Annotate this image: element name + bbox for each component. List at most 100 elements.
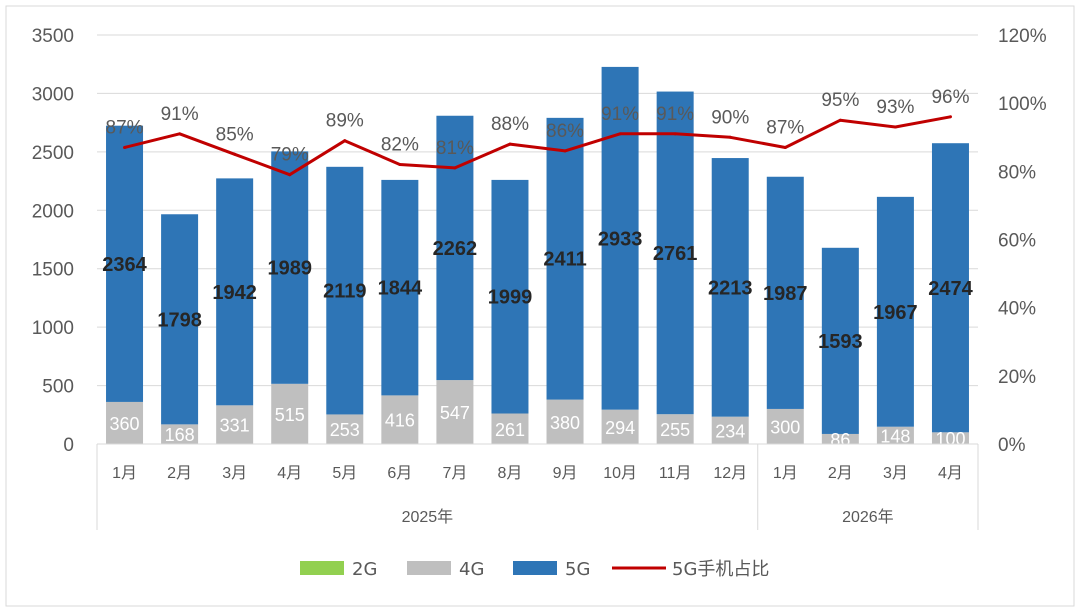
bar-label-5g: 1989 — [267, 258, 312, 280]
bar-label-5g: 2119 — [323, 281, 366, 303]
bar-label-4g: 331 — [220, 416, 250, 436]
share-line-point — [508, 142, 512, 146]
bar-label-5g: 1999 — [488, 287, 533, 309]
bar-label-4g: 168 — [165, 425, 195, 445]
y-right-tick-label: 100% — [998, 94, 1047, 115]
bar-5g — [326, 166, 364, 415]
share-label: 95% — [821, 90, 859, 111]
y-left-tick-label: 2500 — [32, 143, 74, 164]
share-label: 85% — [216, 124, 254, 145]
x-tick-label: 10月 — [603, 465, 637, 482]
x-tick-label: 7月 — [442, 465, 467, 482]
bar-label-4g: 547 — [440, 403, 470, 423]
bar-label-5g: 2474 — [928, 278, 973, 300]
bar-5g — [436, 115, 474, 381]
share-label: 96% — [931, 87, 969, 108]
y-right-tick-label: 80% — [998, 162, 1036, 183]
bar-label-5g: 1844 — [378, 278, 423, 300]
bar-label-4g: 100 — [935, 429, 965, 449]
share-line-point — [893, 125, 897, 129]
bar-4g — [161, 424, 199, 444]
bar-5g — [161, 214, 199, 425]
bar-4g — [106, 401, 144, 444]
y-left-tick-label: 1500 — [32, 260, 74, 281]
legend-swatch — [513, 561, 557, 575]
share-line-point — [123, 145, 127, 149]
bar-label-5g: 1967 — [873, 302, 918, 324]
share-line-point — [618, 132, 622, 136]
share-line-path — [124, 115, 951, 177]
bar-label-5g: 1987 — [763, 283, 808, 305]
y-left-tick-label: 3000 — [32, 84, 74, 105]
bar-5g — [216, 178, 254, 406]
legend-swatch — [300, 561, 344, 575]
bar-4g — [381, 395, 419, 444]
y-right-tick-label: 0% — [998, 435, 1026, 456]
share-label: 87% — [766, 117, 804, 138]
x-tick-label: 3月 — [222, 465, 247, 482]
x-tick-label: 4月 — [938, 465, 963, 482]
legend-label: 5G手机占比 — [672, 559, 769, 580]
x-tick-label: 1月 — [773, 465, 798, 482]
y-left-tick-label: 500 — [42, 377, 74, 398]
x-tick-label: 1月 — [112, 465, 137, 482]
bar-5g — [656, 91, 694, 415]
share-label: 91% — [601, 104, 639, 125]
share-label: 87% — [106, 117, 144, 138]
x-tick-label: 2月 — [167, 465, 192, 482]
bar-5g — [931, 143, 969, 433]
share-line-point — [838, 118, 842, 122]
bar-label-5g: 2933 — [598, 228, 643, 250]
bar-4g — [326, 414, 364, 444]
x-tick-label: 6月 — [387, 465, 412, 482]
bar-label-5g: 2213 — [708, 277, 753, 299]
bar-4g — [876, 426, 914, 444]
bar-label-4g: 261 — [495, 420, 525, 440]
bar-4g — [436, 380, 474, 444]
x-tick-label: 3月 — [883, 465, 908, 482]
share-label: 82% — [381, 135, 419, 156]
bar-5g — [381, 179, 419, 396]
share-line-point — [673, 132, 677, 136]
bar-label-4g: 255 — [660, 420, 690, 440]
share-line-point — [343, 139, 347, 143]
bar-label-5g: 1942 — [212, 282, 257, 304]
y-left-tick-label: 1000 — [32, 318, 74, 339]
share-line-point — [288, 173, 292, 177]
bars — [106, 66, 969, 444]
x-tick-label: 5月 — [332, 465, 357, 482]
share-line-point — [233, 152, 237, 156]
share-line-point — [453, 166, 457, 170]
bar-label-5g: 2411 — [543, 249, 586, 271]
bar-5g — [106, 125, 144, 402]
bar-5g — [491, 179, 529, 414]
y-right-tick-label: 20% — [998, 367, 1036, 388]
share-label: 79% — [271, 145, 309, 166]
share-line-point — [948, 115, 952, 119]
bar-4g — [931, 432, 969, 444]
share-line-point — [563, 149, 567, 153]
bar-4g — [711, 416, 749, 444]
bar-4g — [766, 408, 804, 444]
x-group-label: 2025年 — [402, 508, 454, 526]
bar-label-4g: 86 — [830, 430, 850, 450]
bar-5g — [821, 247, 859, 434]
y-right-tick-label: 40% — [998, 299, 1036, 320]
x-group-label: 2026年 — [842, 508, 894, 526]
axes: 0 500 1000 1500 2000 2500 3000 3500 0% 20% 40% 60% 8… — [32, 26, 1047, 530]
bar-label-4g: 294 — [605, 418, 635, 438]
bar-label-4g: 253 — [330, 420, 360, 440]
bar-label-4g: 380 — [550, 413, 580, 433]
bar-label-5g: 1798 — [157, 309, 202, 331]
share-line-point — [398, 163, 402, 167]
share-line-point — [178, 132, 182, 136]
bar-label-4g: 234 — [715, 421, 745, 441]
share-label: 93% — [876, 97, 914, 118]
data-labels: 360 2364 87% 168 1798 91% 331 1942 85% 515 1989 79%… — [102, 87, 973, 450]
bar-5g — [876, 196, 914, 427]
bar-4g — [271, 383, 309, 444]
bar-4g — [601, 409, 639, 444]
bar-label-4g: 148 — [880, 426, 910, 446]
share-label: 91% — [656, 104, 694, 125]
legend-label: 2G — [352, 559, 377, 580]
